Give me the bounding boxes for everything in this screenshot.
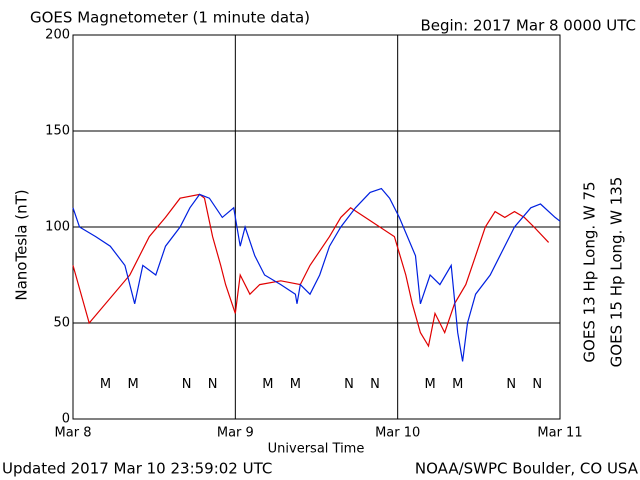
time-marker: N: [370, 377, 380, 392]
chart-subtitle: Begin: 2017 Mar 8 0000 UTC: [420, 17, 636, 35]
time-marker: N: [182, 377, 192, 392]
footer-left: Updated 2017 Mar 10 23:59:02 UTC: [2, 460, 272, 478]
time-marker: M: [100, 377, 111, 392]
y-tick-label: 100: [45, 220, 70, 235]
footer-right: NOAA/SWPC Boulder, CO USA: [415, 460, 639, 478]
time-marker: N: [208, 377, 218, 392]
x-tick-label: Mar 8: [55, 426, 92, 441]
y-tick-label: 150: [45, 124, 70, 139]
time-marker: N: [506, 377, 516, 392]
legend-entry: GOES 15 Hp Long. W 135: [608, 177, 626, 368]
y-tick-label: 50: [53, 316, 70, 331]
y-tick-label: 0: [62, 412, 70, 427]
time-marker: M: [290, 377, 301, 392]
time-marker: M: [425, 377, 436, 392]
series-line: [72, 187, 561, 362]
time-marker: N: [532, 377, 542, 392]
time-marker: M: [452, 377, 463, 392]
chart-title: GOES Magnetometer (1 minute data): [30, 9, 310, 27]
x-tick-label: Mar 10: [375, 426, 420, 441]
legend-entry: GOES 13 Hp Long. W 75: [581, 181, 599, 362]
time-marker: M: [127, 377, 138, 392]
y-tick-label: 200: [45, 28, 70, 43]
series-line: [72, 193, 550, 348]
time-marker: N: [344, 377, 354, 392]
x-tick-label: Mar 11: [537, 426, 582, 441]
x-tick-label: Mar 9: [217, 426, 254, 441]
y-axis-label: NanoTesla (nT): [13, 189, 31, 300]
x-axis-label: Universal Time: [268, 442, 365, 457]
time-marker: M: [262, 377, 273, 392]
